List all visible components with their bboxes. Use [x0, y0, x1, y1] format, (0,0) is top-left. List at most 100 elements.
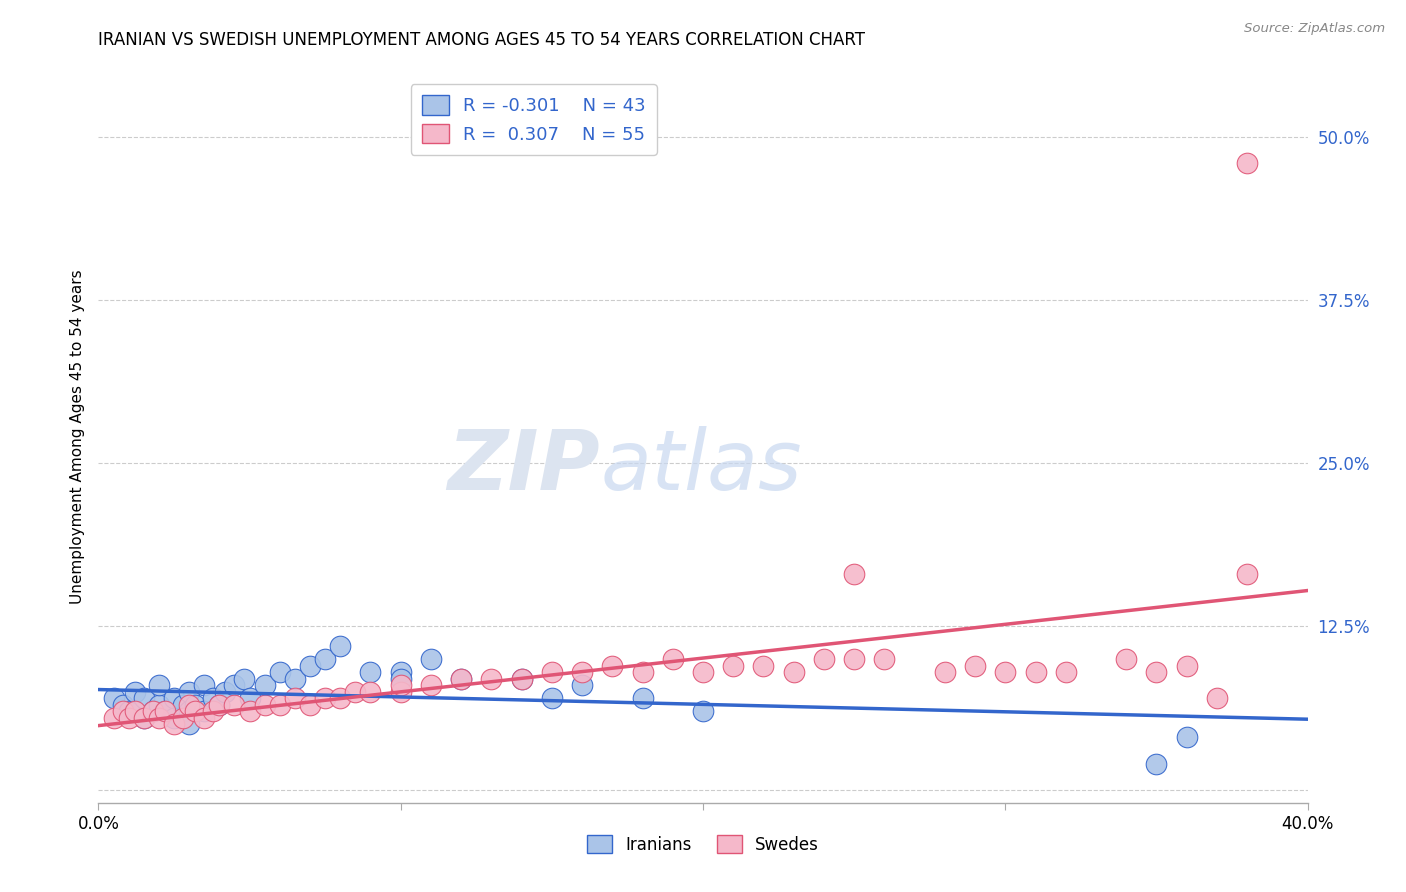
- Point: [1175, 731, 1198, 745]
- Point: [631, 665, 654, 680]
- Point: [111, 698, 134, 712]
- Point: [314, 691, 336, 706]
- Point: [184, 705, 207, 719]
- Point: [844, 652, 866, 666]
- Point: [1115, 652, 1137, 666]
- Point: [179, 705, 201, 719]
- Point: [873, 652, 896, 666]
- Point: [299, 658, 322, 673]
- Y-axis label: Unemployment Among Ages 45 to 54 years: Unemployment Among Ages 45 to 54 years: [69, 269, 84, 605]
- Point: [214, 685, 236, 699]
- Point: [284, 672, 307, 686]
- Point: [450, 672, 472, 686]
- Point: [253, 678, 276, 692]
- Point: [299, 698, 322, 712]
- Point: [132, 691, 155, 706]
- Point: [481, 672, 503, 686]
- Point: [172, 698, 194, 712]
- Point: [965, 658, 987, 673]
- Point: [1144, 665, 1167, 680]
- Text: atlas: atlas: [600, 425, 801, 507]
- Point: [813, 652, 835, 666]
- Point: [360, 685, 382, 699]
- Point: [540, 665, 562, 680]
- Point: [239, 705, 262, 719]
- Point: [450, 672, 472, 686]
- Text: IRANIAN VS SWEDISH UNEMPLOYMENT AMONG AGES 45 TO 54 YEARS CORRELATION CHART: IRANIAN VS SWEDISH UNEMPLOYMENT AMONG AG…: [98, 31, 866, 49]
- Point: [208, 698, 231, 712]
- Point: [420, 652, 443, 666]
- Point: [269, 698, 291, 712]
- Point: [661, 652, 683, 666]
- Point: [124, 705, 146, 719]
- Point: [420, 678, 443, 692]
- Point: [148, 711, 170, 725]
- Text: Source: ZipAtlas.com: Source: ZipAtlas.com: [1244, 22, 1385, 36]
- Point: [1236, 567, 1258, 582]
- Point: [994, 665, 1017, 680]
- Point: [193, 678, 215, 692]
- Point: [389, 665, 412, 680]
- Point: [329, 691, 352, 706]
- Point: [148, 678, 170, 692]
- Point: [103, 691, 125, 706]
- Point: [163, 711, 186, 725]
- Legend: Iranians, Swedes: Iranians, Swedes: [581, 829, 825, 860]
- Point: [202, 691, 225, 706]
- Point: [193, 705, 215, 719]
- Point: [142, 705, 165, 719]
- Point: [111, 705, 134, 719]
- Point: [239, 691, 262, 706]
- Point: [118, 711, 141, 725]
- Point: [232, 672, 254, 686]
- Point: [602, 658, 624, 673]
- Point: [571, 665, 593, 680]
- Point: [1054, 665, 1077, 680]
- Point: [1144, 756, 1167, 771]
- Point: [389, 685, 412, 699]
- Point: [193, 711, 215, 725]
- Text: ZIP: ZIP: [447, 425, 600, 507]
- Point: [934, 665, 956, 680]
- Point: [389, 672, 412, 686]
- Point: [510, 672, 533, 686]
- Point: [103, 711, 125, 725]
- Point: [179, 698, 201, 712]
- Point: [124, 685, 146, 699]
- Point: [153, 705, 176, 719]
- Point: [132, 711, 155, 725]
- Point: [202, 705, 225, 719]
- Point: [389, 678, 412, 692]
- Point: [844, 567, 866, 582]
- Point: [314, 652, 336, 666]
- Point: [184, 698, 207, 712]
- Point: [163, 691, 186, 706]
- Point: [540, 691, 562, 706]
- Point: [571, 678, 593, 692]
- Point: [752, 658, 775, 673]
- Point: [284, 691, 307, 706]
- Point: [118, 705, 141, 719]
- Point: [1024, 665, 1046, 680]
- Point: [148, 698, 170, 712]
- Point: [360, 665, 382, 680]
- Point: [344, 685, 367, 699]
- Point: [1175, 658, 1198, 673]
- Point: [163, 717, 186, 731]
- Point: [179, 717, 201, 731]
- Point: [631, 691, 654, 706]
- Point: [783, 665, 806, 680]
- Point: [224, 678, 246, 692]
- Point: [132, 711, 155, 725]
- Point: [253, 698, 276, 712]
- Point: [208, 698, 231, 712]
- Point: [723, 658, 745, 673]
- Point: [329, 639, 352, 653]
- Point: [1206, 691, 1229, 706]
- Point: [1236, 155, 1258, 169]
- Point: [179, 685, 201, 699]
- Point: [172, 711, 194, 725]
- Point: [142, 705, 165, 719]
- Point: [153, 705, 176, 719]
- Point: [692, 705, 714, 719]
